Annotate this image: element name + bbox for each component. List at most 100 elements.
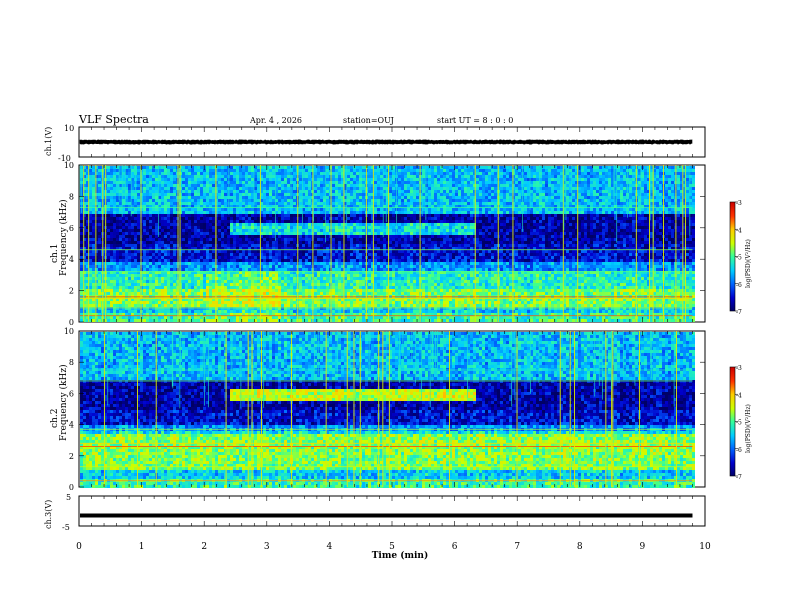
spectrogram-cell	[176, 244, 179, 247]
spectrogram-cell	[317, 301, 320, 304]
spectrogram-cell	[173, 241, 176, 244]
spectrogram-cell	[218, 235, 221, 238]
spectrogram-cell	[320, 265, 323, 268]
spectrogram-cell	[224, 256, 227, 259]
spectrogram-cell	[266, 208, 269, 211]
spectrogram-cell	[107, 319, 110, 322]
spectrogram-cell	[221, 316, 224, 319]
spectrogram-cell	[194, 166, 197, 169]
spectrogram-cell	[356, 229, 359, 232]
spectrogram-cell	[137, 220, 140, 223]
spectrogram-cell	[314, 244, 317, 247]
spectrogram-cell	[254, 304, 257, 307]
spectrogram-cell	[182, 214, 185, 217]
spectrogram-cell	[266, 259, 269, 262]
spectrogram-cell	[200, 172, 203, 175]
spectrogram-cell	[299, 304, 302, 307]
spectrogram-cell	[158, 250, 161, 253]
spectrogram-cell	[197, 175, 200, 178]
spectrogram-cell	[353, 223, 356, 226]
spectrogram-cell	[137, 316, 140, 319]
spectrogram-cell	[272, 166, 275, 169]
spectrogram-cell	[269, 253, 272, 256]
spectrogram-cell	[305, 319, 308, 322]
spectrogram-cell	[110, 250, 113, 253]
spectrogram-cell	[332, 214, 335, 217]
spectrogram-cell	[161, 319, 164, 322]
spectrogram-cell	[152, 319, 155, 322]
spectrogram-cell	[161, 217, 164, 220]
spectrogram-cell	[305, 202, 308, 205]
spectrogram-cell	[128, 214, 131, 217]
spectrogram-cell	[113, 187, 116, 190]
spectrogram-cell	[89, 310, 92, 313]
spectrogram-cell	[254, 250, 257, 253]
spectrogram-cell	[344, 310, 347, 313]
spectrogram-cell	[110, 277, 113, 280]
spectrogram-cell	[92, 241, 95, 244]
spectrogram-cell	[149, 166, 152, 169]
spectrogram-cell	[116, 280, 119, 283]
spectrogram-cell	[134, 268, 137, 271]
spectrogram-cell	[284, 193, 287, 196]
spectrogram-cell	[284, 199, 287, 202]
spectrogram-cell	[80, 238, 83, 241]
spectrogram-cell	[224, 259, 227, 262]
spectrogram-cell	[173, 175, 176, 178]
spectrogram-cell	[299, 226, 302, 229]
spectrogram-cell	[218, 223, 221, 226]
spectrogram-cell	[293, 259, 296, 262]
spectrogram-cell	[281, 265, 284, 268]
spectrogram-cell	[143, 277, 146, 280]
spectrogram-cell	[137, 304, 140, 307]
spectrogram-cell	[320, 220, 323, 223]
spectrogram-cell	[209, 229, 212, 232]
spectrogram-cell	[338, 316, 341, 319]
spectrogram-cell	[110, 307, 113, 310]
spectrogram-cell	[128, 178, 131, 181]
spectrogram-cell	[146, 226, 149, 229]
spectrogram-cell	[227, 175, 230, 178]
spectrogram-cell	[143, 214, 146, 217]
spectrogram-cell	[119, 265, 122, 268]
spectrogram-cell	[284, 229, 287, 232]
spectrogram-cell	[119, 172, 122, 175]
spectrogram-cell	[335, 214, 338, 217]
spectrogram-cell	[107, 175, 110, 178]
spectrogram-cell	[332, 235, 335, 238]
spectrogram-cell	[242, 199, 245, 202]
spectrogram-cell	[134, 319, 137, 322]
spectrogram-cell	[236, 268, 239, 271]
spectrogram-cell	[212, 172, 215, 175]
spectrogram-cell	[314, 286, 317, 289]
spectrogram-cell	[122, 166, 125, 169]
spectrogram-cell	[170, 301, 173, 304]
spectrogram-cell	[92, 283, 95, 286]
spectrogram-cell	[89, 196, 92, 199]
spectrogram-cell	[242, 283, 245, 286]
spectrogram-cell	[125, 268, 128, 271]
spectrogram-cell	[338, 265, 341, 268]
spectrogram-cell	[191, 259, 194, 262]
spectrogram-cell	[257, 310, 260, 313]
spectrogram-cell	[209, 286, 212, 289]
spectrogram-cell	[263, 238, 266, 241]
spectrogram-cell	[203, 262, 206, 265]
spectrogram-cell	[257, 226, 260, 229]
spectrogram-cell	[128, 184, 131, 187]
spectrogram-cell	[350, 307, 353, 310]
spectrogram-cell	[92, 223, 95, 226]
spectrogram-cell	[278, 250, 281, 253]
spectrogram-cell	[323, 259, 326, 262]
spectrogram-cell	[263, 268, 266, 271]
spectrogram-cell	[305, 304, 308, 307]
spectrogram-cell	[122, 316, 125, 319]
spectrogram-cell	[359, 217, 362, 220]
spectrogram-cell	[158, 316, 161, 319]
spectrogram-cell	[218, 184, 221, 187]
spectrogram-cell	[218, 172, 221, 175]
spectrogram-cell	[197, 184, 200, 187]
spectrogram-cell	[263, 274, 266, 277]
spectrogram-cell	[134, 292, 137, 295]
spectrogram-cell	[218, 220, 221, 223]
